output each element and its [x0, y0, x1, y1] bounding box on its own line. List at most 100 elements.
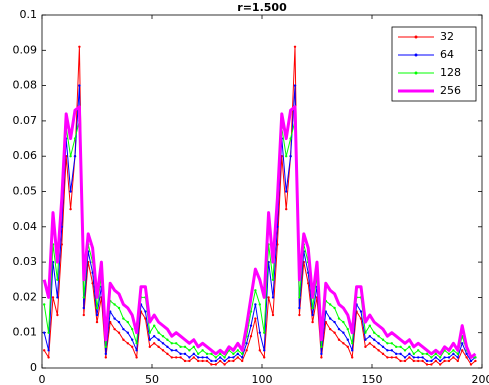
point-marker [465, 352, 468, 356]
point-marker [69, 155, 72, 158]
legend-label: 128 [440, 66, 461, 79]
point-marker [395, 356, 398, 359]
point-marker [47, 356, 50, 359]
point-marker [153, 342, 156, 345]
x-tick-label: 100 [252, 373, 273, 385]
point-marker [153, 335, 156, 338]
y-tick-label: 0.08 [13, 79, 38, 92]
x-tick-label: 200 [472, 373, 489, 385]
point-marker [82, 296, 86, 299]
point-marker [373, 331, 376, 334]
point-marker [82, 306, 86, 310]
point-marker [417, 359, 420, 363]
point-marker [56, 278, 59, 281]
point-marker [166, 352, 169, 356]
point-marker [135, 356, 138, 359]
point-marker [263, 356, 266, 359]
point-marker [210, 363, 213, 366]
point-marker [214, 356, 217, 359]
point-marker [201, 356, 204, 359]
point-marker [351, 356, 354, 359]
point-marker [192, 356, 195, 359]
point-marker [271, 313, 275, 317]
point-marker [117, 320, 121, 324]
point-marker [241, 352, 244, 356]
point-marker [104, 352, 108, 356]
point-marker [175, 342, 178, 345]
point-marker [175, 349, 178, 352]
point-marker [113, 317, 116, 320]
point-marker [373, 338, 376, 341]
point-marker [135, 349, 138, 352]
point-marker [412, 359, 415, 363]
point-marker [271, 278, 275, 281]
point-marker [386, 356, 389, 359]
point-marker [329, 303, 332, 306]
point-marker [245, 349, 248, 352]
point-marker [161, 335, 165, 338]
point-marker [254, 289, 257, 292]
y-tick-label: 0.06 [13, 149, 38, 162]
point-marker [210, 359, 213, 363]
point-marker [122, 327, 125, 331]
point-marker [135, 342, 138, 345]
point-marker [373, 345, 376, 349]
point-marker [293, 84, 297, 87]
point-marker [197, 359, 200, 363]
point-marker [201, 349, 204, 352]
point-marker [342, 331, 345, 334]
point-marker [126, 331, 129, 334]
point-marker [381, 338, 385, 341]
point-marker [439, 363, 442, 366]
y-tick-label: 0.1 [20, 8, 38, 21]
legend-marker [414, 71, 418, 75]
point-marker [78, 45, 81, 48]
point-marker [333, 331, 336, 334]
point-marker [241, 356, 244, 359]
y-tick-label: 0 [30, 361, 37, 374]
point-marker [214, 363, 217, 366]
point-marker [311, 306, 314, 310]
y-tick-label: 0.03 [13, 255, 38, 268]
point-marker [131, 345, 134, 349]
point-marker [381, 345, 385, 349]
point-marker [56, 313, 59, 317]
point-marker [456, 352, 459, 356]
point-marker [210, 352, 213, 356]
point-marker [285, 155, 288, 158]
point-marker [153, 324, 156, 327]
point-marker [390, 356, 393, 359]
point-marker [179, 345, 182, 349]
point-marker [236, 352, 239, 356]
point-marker [430, 356, 433, 359]
point-marker [166, 345, 169, 349]
point-marker [364, 338, 367, 341]
point-marker [381, 352, 385, 356]
legend-marker [414, 35, 418, 39]
point-marker [333, 306, 336, 310]
legend-marker [414, 53, 418, 57]
point-marker [157, 338, 160, 341]
point-marker [434, 356, 437, 359]
point-marker [289, 137, 292, 140]
point-marker [73, 155, 77, 158]
y-tick-label: 0.05 [13, 185, 38, 198]
point-marker [425, 352, 429, 356]
point-marker [474, 356, 477, 359]
point-marker [417, 349, 420, 352]
point-marker [126, 342, 129, 345]
point-marker [197, 356, 200, 359]
point-marker [104, 345, 108, 349]
point-marker [430, 363, 433, 366]
point-marker [368, 342, 371, 345]
point-marker [351, 349, 354, 352]
point-marker [183, 359, 187, 363]
point-marker [161, 349, 165, 352]
point-marker [227, 359, 231, 363]
point-marker [377, 342, 380, 345]
point-marker [465, 356, 468, 359]
point-marker [205, 359, 209, 363]
point-marker [390, 342, 393, 345]
y-tick-label: 0.04 [13, 220, 38, 233]
point-marker [461, 349, 464, 352]
